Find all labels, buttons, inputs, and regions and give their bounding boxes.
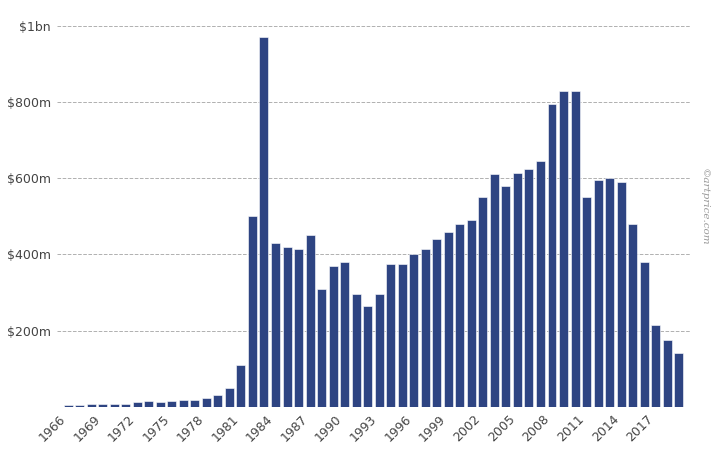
Bar (294, 249, 303, 407)
Bar (214, 396, 222, 407)
Bar (122, 404, 130, 407)
Bar (490, 175, 499, 407)
Bar (651, 325, 660, 407)
Bar (168, 401, 176, 407)
Bar (571, 91, 580, 407)
Bar (375, 295, 384, 407)
Bar (409, 254, 418, 407)
Bar (455, 224, 464, 407)
Bar (605, 178, 614, 407)
Bar (628, 224, 637, 407)
Bar (110, 404, 119, 407)
Bar (536, 161, 545, 407)
Bar (501, 186, 510, 407)
Bar (547, 104, 557, 407)
Bar (478, 198, 487, 407)
Bar (663, 340, 672, 407)
Bar (524, 169, 533, 407)
Bar (444, 232, 453, 407)
Bar (225, 388, 234, 407)
Bar (99, 404, 107, 407)
Bar (513, 173, 522, 407)
Bar (75, 405, 84, 407)
Bar (191, 400, 199, 407)
Bar (64, 405, 73, 407)
Bar (467, 220, 476, 407)
Bar (317, 289, 326, 407)
Bar (271, 243, 280, 407)
Bar (340, 262, 349, 407)
Bar (329, 266, 338, 407)
Bar (260, 37, 268, 407)
Bar (145, 401, 153, 407)
Bar (386, 264, 395, 407)
Bar (674, 354, 683, 407)
Bar (363, 306, 372, 407)
Bar (559, 91, 568, 407)
Bar (202, 398, 211, 407)
Bar (87, 404, 96, 407)
Text: ©artprice.com: ©artprice.com (700, 168, 709, 246)
Bar (306, 235, 315, 407)
Bar (237, 365, 245, 407)
Bar (582, 198, 591, 407)
Bar (352, 295, 361, 407)
Bar (283, 247, 291, 407)
Bar (617, 182, 626, 407)
Bar (248, 216, 257, 407)
Bar (432, 239, 441, 407)
Bar (133, 402, 142, 407)
Bar (179, 400, 188, 407)
Bar (398, 264, 407, 407)
Bar (594, 180, 603, 407)
Bar (421, 249, 430, 407)
Bar (156, 402, 165, 407)
Bar (640, 262, 649, 407)
